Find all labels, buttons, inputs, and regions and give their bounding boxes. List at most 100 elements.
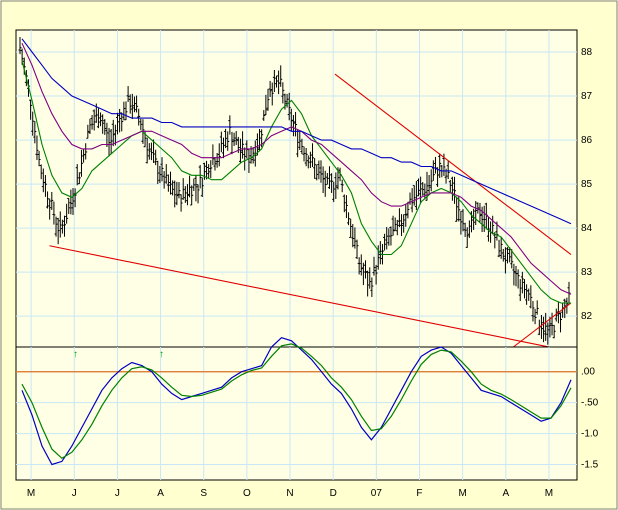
price-bar [359,254,363,276]
price-bar [194,175,198,202]
price-bar [459,211,463,235]
x-tick-label: S [200,488,207,499]
price-bar [213,157,217,171]
price-bar [58,211,62,238]
price-bar [171,180,175,196]
price-bar [185,184,189,206]
price-bar [531,300,535,322]
price-bar [103,119,107,135]
price-bar [368,267,372,289]
price-bar [92,109,96,131]
x-tick-label: M [458,488,466,499]
price-bar [215,152,219,168]
price-bar [156,160,160,185]
price-bar [425,171,429,201]
pmo-legend: ↑ ↑ [73,349,164,360]
price-bar [340,179,344,193]
price-bar [374,264,378,285]
price-y-tick-label: 84 [581,223,593,234]
price-bar [306,155,310,169]
trendline-upper-channel [334,73,572,255]
price-bar [427,174,431,194]
trendline-short-uptrend [513,302,572,348]
price-trendlines [49,73,572,352]
price-bar [118,108,122,133]
price-bar [166,174,170,192]
price-bar [238,138,242,164]
price-bar [79,150,83,177]
price-bar [410,188,414,213]
price-bar [251,147,255,164]
price-bar [548,316,552,338]
price-bar [518,279,522,302]
price-bar [43,175,47,197]
pmo-plot-area [15,346,578,481]
price-bar [31,111,35,136]
price-bar [188,175,192,198]
price-y-tick-label: 87 [581,91,593,102]
price-bar [364,260,368,279]
price-bar [332,181,336,203]
x-tick-label: F [416,488,422,499]
price-bar [18,37,22,55]
price-bar [160,157,164,182]
price-bar [253,140,257,167]
price-bar [29,99,33,120]
price-bar [105,122,109,147]
price-bar [431,160,435,181]
price-bar [190,185,194,206]
price-bar [510,249,514,269]
price-plot-area [15,29,578,348]
price-bar [294,111,298,137]
x-tick-label: J [115,488,120,499]
price-bar [436,167,440,187]
x-tick-label: A [502,488,509,499]
price-bar [69,189,73,215]
price-bar [198,165,202,189]
price-bar [493,232,497,249]
price-bar [101,114,105,134]
legend-pmo-arrow-icon: ↑ [73,349,78,360]
price-bar [327,166,331,189]
price-ema-lines [21,38,572,304]
price-bar [162,171,166,189]
price-bar [311,143,315,168]
price-bar [39,164,43,180]
pmo-lines [21,337,572,466]
price-bar [207,164,211,179]
price-bar [429,169,433,192]
price-bar [139,118,143,131]
pmo-y-axis: -1.5 -1.0 -.50 .00 [581,367,599,471]
price-bar [179,194,183,212]
price-bar [173,180,177,208]
price-bar [145,137,149,164]
price-bar [506,247,510,264]
price-bar [535,300,539,315]
price-bar [177,182,181,199]
price-bar [325,173,329,185]
price-bar [56,217,60,245]
price-bar [308,151,312,169]
price-bar [463,222,467,237]
price-bar [317,160,321,180]
price-bar [503,247,507,274]
price-bar [90,114,94,130]
price-bar [357,257,361,275]
price-bar [450,176,454,201]
price-bar [33,120,37,144]
pmo-panel: -1.5 -1.0 -.50 .00 ↑ ↑ [15,337,599,481]
price-bar [109,128,113,154]
price-y-tick-label: 82 [581,311,593,322]
price-bar [313,158,317,179]
price-bar [183,186,187,203]
x-tick-label: M [27,488,35,499]
pmo-y-tick-label: .00 [581,367,595,378]
price-bar [351,224,355,248]
price-bar [289,108,293,132]
price-bar [304,148,308,167]
price-y-tick-label: 83 [581,267,593,278]
price-bar [132,96,136,113]
price-bar [200,177,204,197]
price-bar [221,137,225,159]
